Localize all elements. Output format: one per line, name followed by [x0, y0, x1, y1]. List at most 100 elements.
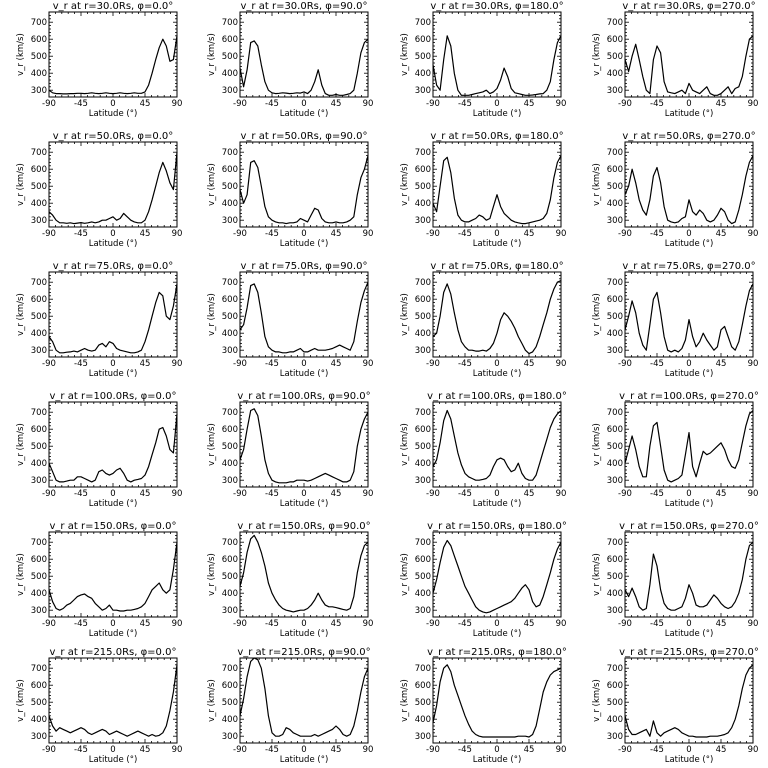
y-tick-label: 700	[415, 278, 431, 288]
x-tick-label: -90	[618, 619, 632, 629]
plot-frame	[432, 271, 562, 358]
y-tick-label: 500	[31, 572, 47, 582]
x-tick-label: 90	[363, 745, 374, 755]
x-tick-label: 45	[716, 359, 727, 369]
x-tick-label: 90	[172, 489, 183, 499]
x-axis-label: Latitude (°)	[473, 755, 522, 765]
x-tick-label: -90	[426, 745, 440, 755]
x-tick-label: -90	[618, 489, 632, 499]
y-tick-label: 700	[415, 408, 431, 418]
x-tick-label: 0	[494, 745, 499, 755]
y-axis-label: v_r (km/s)	[592, 293, 602, 336]
x-tick-label: 90	[748, 99, 759, 109]
series-line	[239, 657, 369, 737]
y-tick-label: 400	[607, 459, 623, 469]
x-tick-label: -45	[458, 229, 472, 239]
y-tick-label: 700	[607, 538, 623, 548]
y-tick-label: 300	[415, 86, 431, 96]
x-tick-label: 90	[172, 229, 183, 239]
series-line	[48, 152, 178, 225]
y-axis-label: v_r (km/s)	[400, 553, 410, 596]
panel-1: v_r at r=30.0Rs, φ=0.0° -90 -45 0 45 90 300 400…	[16, 1, 182, 119]
x-tick-label: 90	[748, 619, 759, 629]
x-tick-label: -90	[42, 359, 56, 369]
y-tick-label: 500	[607, 572, 623, 582]
panel-title: v_r at r=100.0Rs, φ=270.0°	[619, 391, 759, 402]
y-tick-label: 600	[415, 295, 431, 305]
panel-21: v_r at r=215.0Rs, φ=0.0° -90 -45 0 45 90 300 40…	[16, 647, 182, 765]
x-tick-label: 45	[524, 619, 535, 629]
y-tick-label: 300	[415, 732, 431, 742]
panel-9: v_r at r=75.0Rs, φ=0.0° -90 -45 0 45 90 300 400…	[16, 261, 182, 379]
y-axis-label: v_r (km/s)	[16, 423, 26, 466]
y-tick-label: 300	[31, 606, 47, 616]
x-axis-label: Latitude (°)	[665, 109, 714, 119]
y-tick-label: 300	[222, 606, 238, 616]
y-tick-label: 500	[31, 698, 47, 708]
x-tick-label: -45	[74, 745, 88, 755]
x-tick-label: 90	[556, 619, 567, 629]
y-tick-label: 600	[415, 165, 431, 175]
x-tick-label: 45	[140, 489, 151, 499]
x-tick-label: 45	[140, 229, 151, 239]
x-tick-label: -90	[233, 229, 247, 239]
x-tick-label: -45	[74, 99, 88, 109]
y-axis-label: v_r (km/s)	[592, 679, 602, 722]
x-tick-label: -45	[265, 619, 279, 629]
x-tick-label: 90	[748, 359, 759, 369]
y-tick-label: 700	[415, 664, 431, 674]
panel-8: v_r at r=50.0Rs, φ=270.0° -90 -45 0 45 90 300 4…	[592, 131, 758, 249]
y-tick-label: 700	[415, 148, 431, 158]
x-tick-label: 45	[716, 745, 727, 755]
series-line	[624, 664, 754, 738]
y-axis-label: v_r (km/s)	[400, 163, 410, 206]
x-tick-label: 45	[331, 745, 342, 755]
x-tick-label: 45	[716, 229, 727, 239]
x-tick-label: 0	[110, 229, 115, 239]
panel-12: v_r at r=75.0Rs, φ=270.0° -90 -45 0 45 90 300 4…	[592, 261, 758, 379]
y-tick-label: 600	[607, 35, 623, 45]
panel-4: v_r at r=30.0Rs, φ=270.0° -90 -45 0 45 90 300 4…	[592, 1, 758, 119]
series-line	[239, 408, 369, 484]
x-tick-label: -90	[618, 359, 632, 369]
y-tick-label: 400	[415, 329, 431, 339]
plot-frame	[432, 531, 562, 618]
x-tick-label: 45	[140, 99, 151, 109]
panel-title: v_r at r=215.0Rs, φ=270.0°	[619, 647, 759, 658]
y-tick-label: 500	[222, 52, 238, 62]
y-tick-label: 600	[222, 425, 238, 435]
y-tick-label: 500	[415, 182, 431, 192]
y-tick-label: 600	[222, 35, 238, 45]
x-tick-label: 90	[556, 745, 567, 755]
x-tick-label: 45	[140, 745, 151, 755]
y-tick-label: 700	[31, 148, 47, 158]
x-tick-label: 0	[686, 619, 691, 629]
series-line	[624, 410, 754, 483]
y-tick-label: 600	[607, 425, 623, 435]
x-axis-label: Latitude (°)	[89, 629, 138, 639]
panel-10: v_r at r=75.0Rs, φ=90.0° -90 -45 0 45 90 300 40…	[207, 261, 373, 379]
x-tick-label: 45	[524, 359, 535, 369]
y-tick-label: 500	[415, 698, 431, 708]
y-axis-label: v_r (km/s)	[16, 163, 26, 206]
x-tick-label: 0	[301, 619, 306, 629]
y-axis-label: v_r (km/s)	[207, 33, 217, 76]
x-tick-label: -90	[233, 745, 247, 755]
panel-14: v_r at r=100.0Rs, φ=90.0° -90 -45 0 45 90 300 4…	[207, 391, 373, 509]
x-tick-label: -45	[265, 229, 279, 239]
y-tick-label: 600	[415, 555, 431, 565]
y-axis-label: v_r (km/s)	[16, 33, 26, 76]
series-line	[48, 542, 178, 612]
x-axis-label: Latitude (°)	[280, 629, 329, 639]
y-tick-label: 300	[31, 346, 47, 356]
x-tick-label: 0	[110, 359, 115, 369]
y-tick-label: 500	[222, 442, 238, 452]
x-axis-label: Latitude (°)	[473, 629, 522, 639]
y-tick-label: 700	[31, 664, 47, 674]
x-tick-label: -90	[426, 619, 440, 629]
x-tick-label: 0	[110, 619, 115, 629]
y-tick-label: 600	[415, 425, 431, 435]
x-axis-label: Latitude (°)	[89, 239, 138, 249]
y-tick-label: 300	[607, 476, 623, 486]
